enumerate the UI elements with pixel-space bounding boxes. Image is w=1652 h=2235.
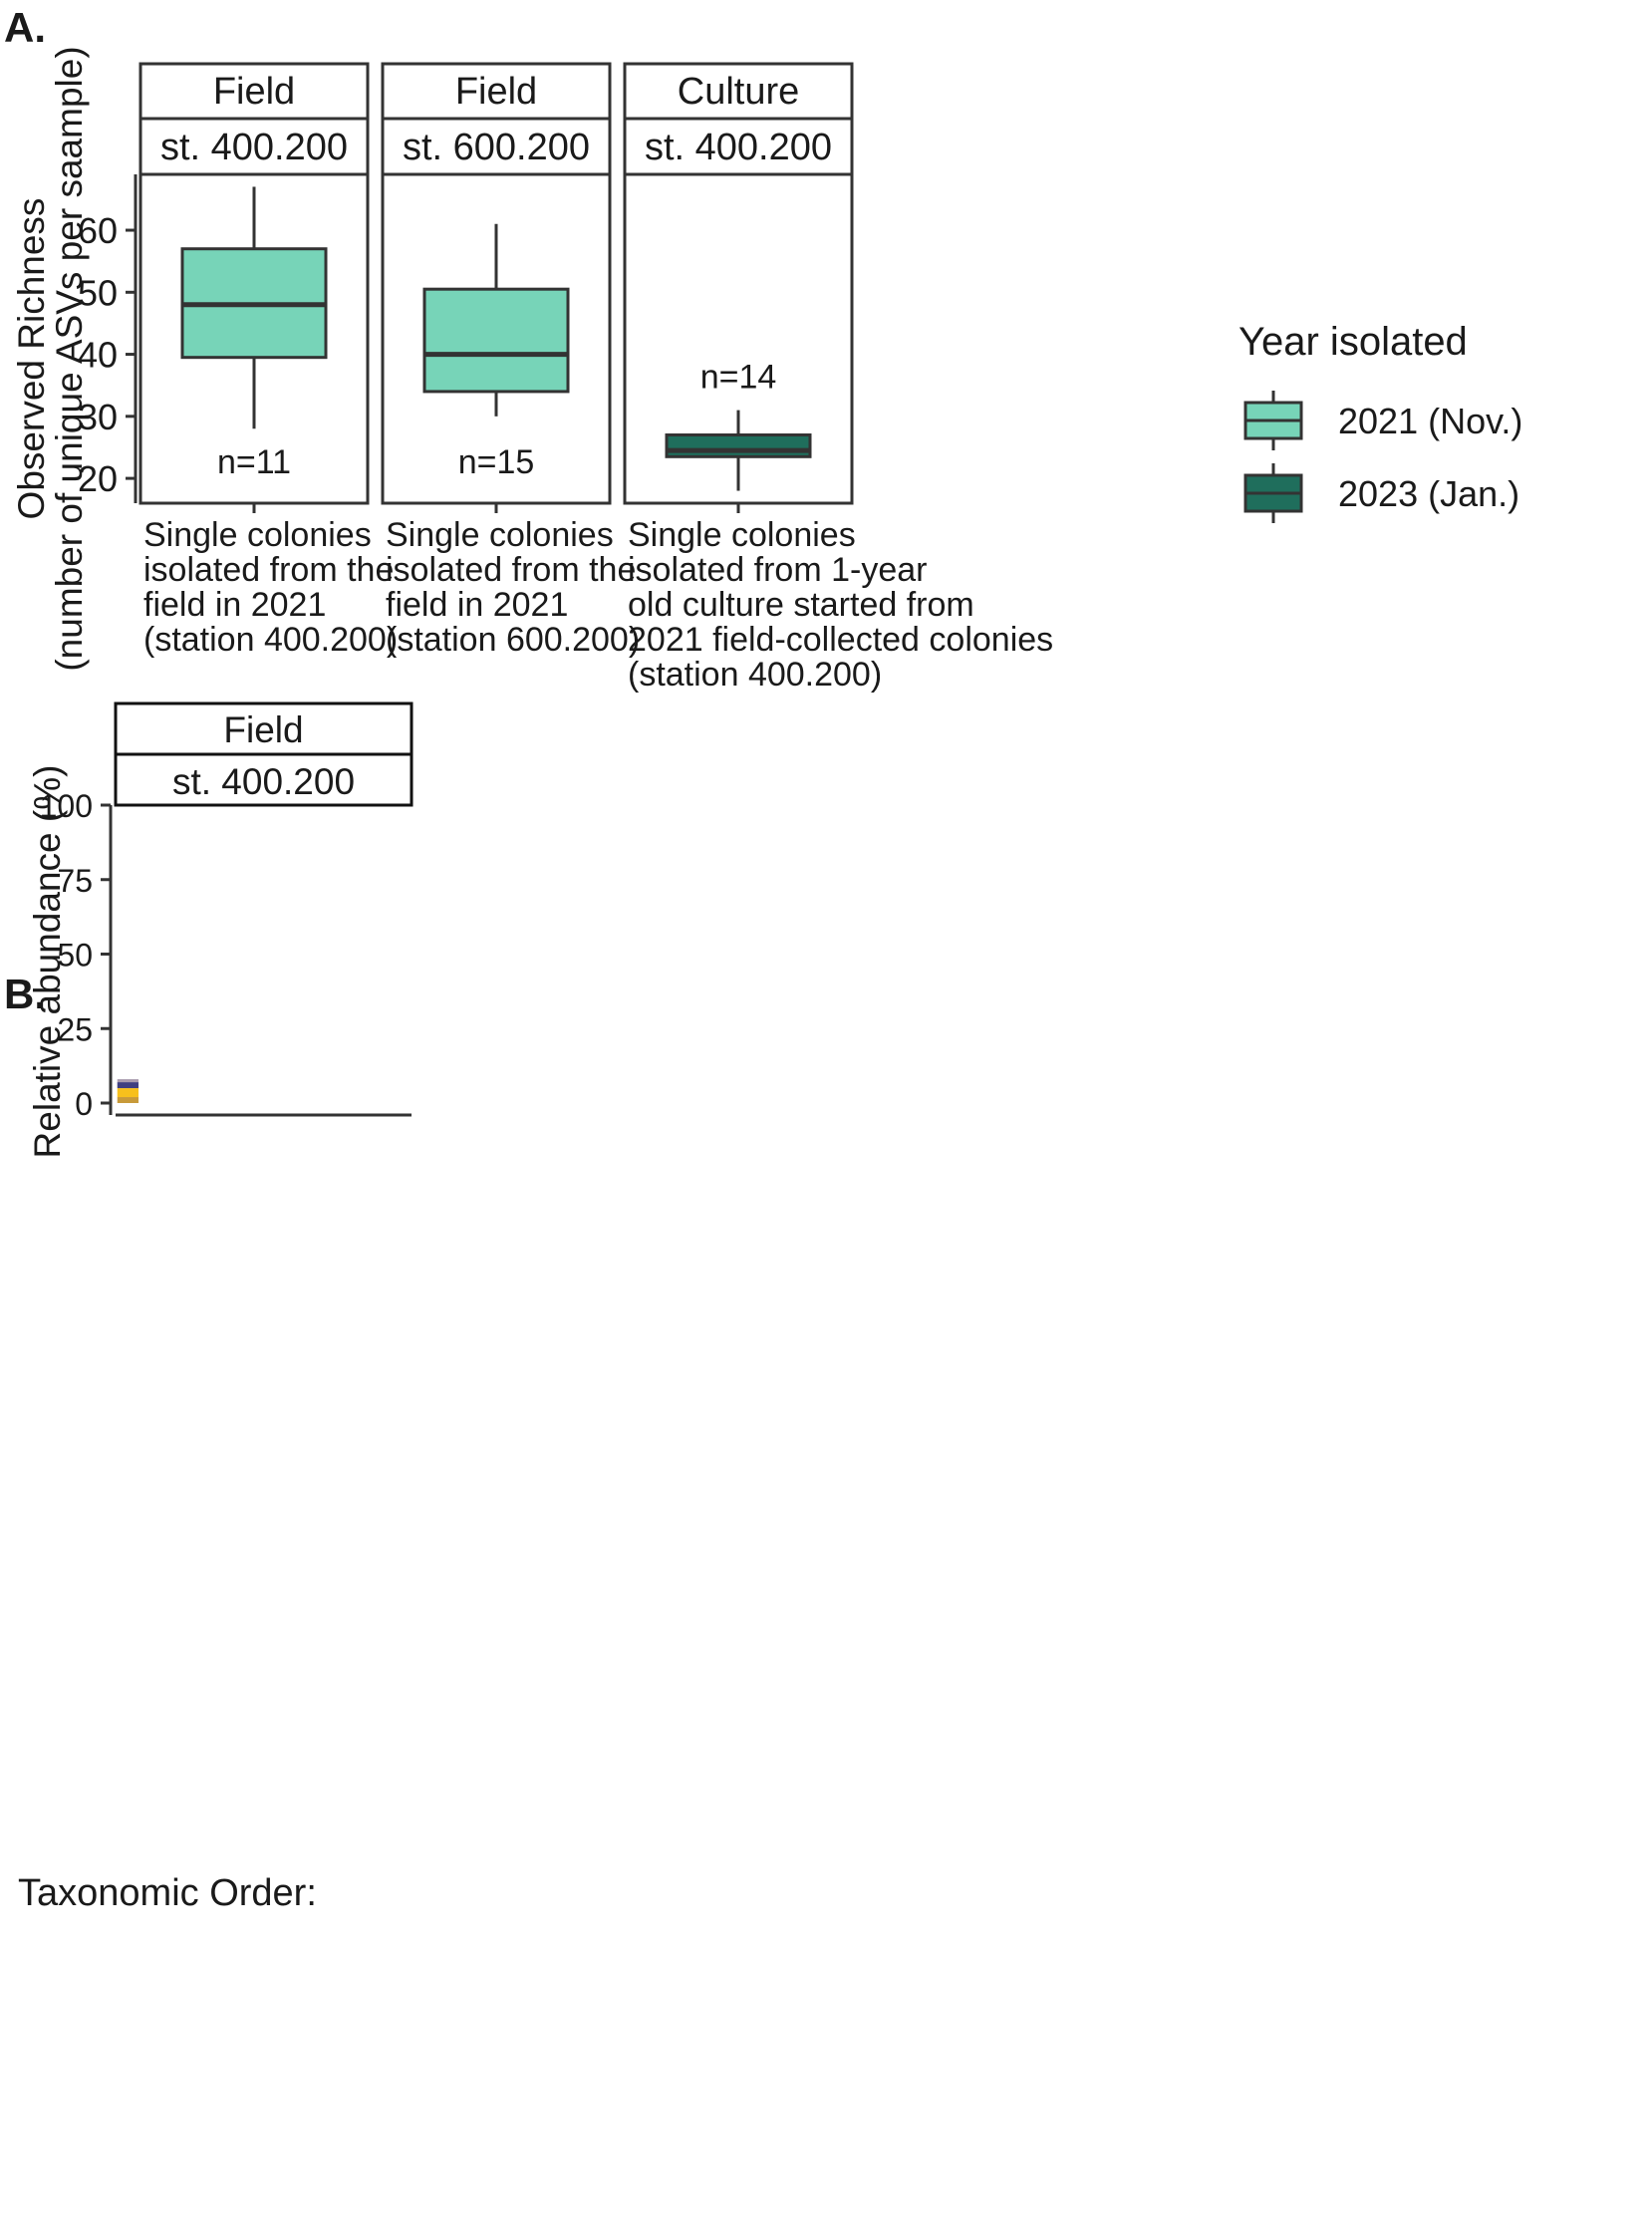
n-label: n=14	[700, 359, 777, 397]
facet-caption-line: isolated from the	[386, 551, 636, 589]
bar-segment	[117, 1082, 139, 1089]
stacked-bar	[117, 1079, 139, 1103]
abundance-ytick-label: 75	[57, 863, 93, 899]
facet-strip-top	[623, 62, 854, 121]
facet-strip-bottom	[381, 117, 612, 176]
facet-strip-bottom-label: st. 400.200	[645, 127, 832, 168]
richness-ytick-label: 20	[78, 458, 118, 499]
richness-ytick-label: 40	[78, 335, 118, 376]
bar-segment	[117, 1097, 139, 1103]
abundance-stacked-bars: 0 25 50 75 100 Field st. 400.200	[40, 701, 413, 1122]
abundance-ytick-label: 0	[75, 1086, 93, 1122]
facet-strip-top	[138, 62, 370, 121]
taxonomic-legend-title: Taxonomic Order:	[18, 1872, 317, 1914]
year-legend-title: Year isolated	[1239, 320, 1468, 364]
richness-ylabel-line2: (number of unique ASVs per saample)	[49, 46, 90, 671]
facet-strip-top-label: Field	[223, 709, 303, 750]
facet-caption-line: (station 400.200)	[628, 656, 882, 694]
bar-segment	[117, 1088, 139, 1098]
box	[422, 287, 570, 394]
abundance-ytick-label: 100	[40, 788, 93, 824]
richness-ytick-label: 50	[78, 272, 118, 313]
facet-caption-line: field in 2021	[143, 586, 326, 624]
n-label: n=11	[217, 443, 291, 481]
facet-caption-line: 2021 field-collected colonies	[628, 621, 1053, 659]
facet-strip-top-label: Field	[455, 71, 537, 113]
facet-strip-top	[114, 701, 413, 756]
facet-strip-bottom	[138, 117, 370, 176]
facet-caption-line: Single colonies	[386, 516, 614, 554]
year-legend: Year isolated 2021 (Nov.) 2023 (Jan.)	[1239, 320, 1522, 523]
facet-strip-bottom	[114, 752, 413, 807]
facet-strip-top	[381, 62, 612, 121]
richness-ytick-label: 30	[78, 397, 118, 437]
legend-label-2023: 2023 (Jan.)	[1338, 473, 1519, 514]
facet-caption-line: Single colonies	[143, 516, 372, 554]
facet-caption-line: (station 600.200)	[386, 621, 640, 659]
box	[665, 433, 812, 458]
n-label: n=15	[458, 443, 535, 481]
facet-caption-line: field in 2021	[386, 586, 568, 624]
richness-ytick-label: 60	[78, 210, 118, 251]
facet-caption-line: isolated from the	[143, 551, 394, 589]
facet-caption-line: isolated from 1-year	[628, 551, 927, 589]
panel-b-label: B.	[4, 971, 46, 1017]
facet-strip-bottom-label: st. 400.200	[160, 127, 348, 168]
facet-strip-top-label: Culture	[678, 71, 800, 113]
abundance-ytick-label: 50	[57, 938, 93, 974]
panel-a-label: A.	[4, 4, 46, 51]
facet-strip-bottom-label: st. 400.200	[172, 761, 355, 802]
facet-strip-bottom-label: st. 600.200	[403, 127, 590, 168]
facet-caption-line: Single colonies	[628, 516, 856, 554]
facet-caption-line: old culture started from	[628, 586, 974, 624]
richness-boxplot: 20 30 40 50 60 Field st. 400.200 n=11 Single col…	[78, 62, 1053, 694]
abundance-ylabel: Relative abundance (%)	[27, 765, 68, 1159]
facet-strip-bottom	[623, 117, 854, 176]
abundance-ytick-label: 25	[57, 1011, 93, 1047]
bar-segment	[117, 1079, 139, 1083]
taxonomic-legend: Taxonomic Order:	[18, 1872, 1652, 2231]
legend-label-2021: 2021 (Nov.)	[1338, 401, 1522, 441]
richness-ylabel-line1: Observed Richness	[11, 198, 52, 520]
facet-caption-line: (station 400.200)	[143, 621, 398, 659]
facet-strip-top-label: Field	[213, 71, 295, 113]
